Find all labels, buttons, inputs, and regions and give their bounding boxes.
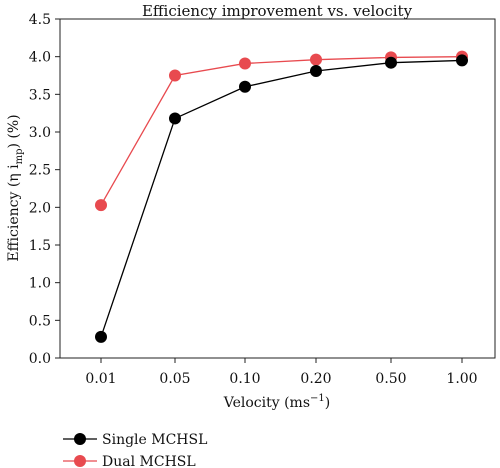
- y-tick-label: 4.5: [29, 12, 51, 28]
- data-point: [385, 56, 397, 69]
- x-tick-label: 0.50: [375, 371, 406, 387]
- y-tick-label: 1.0: [29, 276, 51, 292]
- y-tick-label: 0.5: [29, 313, 51, 329]
- y-axis-label-main: Efficiency (η i: [6, 164, 22, 262]
- plot-area: [59, 18, 496, 359]
- legend: Single MCHSL Dual MCHSL: [63, 432, 207, 468]
- series-line: [100, 56, 463, 206]
- x-tick-label: 0.01: [85, 371, 116, 387]
- chart-title: Efficiency improvement vs. velocity: [142, 2, 413, 20]
- y-axis: 0.0 0.5 1.0 1.5 2.0 2.5 3.0 3.5 4.0 4.5: [29, 12, 60, 367]
- series-layer: [95, 50, 468, 343]
- y-tick-label: 3.0: [29, 125, 51, 141]
- data-point: [169, 69, 181, 82]
- data-point: [456, 54, 468, 67]
- legend-label: Dual MCHSL: [102, 454, 196, 468]
- legend-marker: [74, 433, 86, 445]
- y-tick-label: 1.5: [29, 238, 51, 254]
- x-axis-label-main: Velocity (ms: [223, 395, 310, 411]
- data-point: [239, 80, 251, 93]
- y-tick-label: 3.5: [29, 87, 51, 103]
- y-tick-label: 4.0: [29, 50, 51, 66]
- legend-label: Single MCHSL: [102, 432, 207, 448]
- x-tick-label: 1.00: [446, 371, 477, 387]
- y-axis-label-sub: mp: [14, 149, 25, 165]
- x-tick-label: 0.10: [229, 371, 260, 387]
- x-tick-label: 0.20: [300, 371, 331, 387]
- plot-frame-border: [59, 18, 496, 359]
- y-tick-label: 2.5: [29, 163, 51, 179]
- x-tick-label: 0.05: [159, 371, 190, 387]
- data-point: [239, 57, 251, 70]
- y-axis-label-end: ) (%): [6, 114, 22, 148]
- series-line: [100, 59, 463, 338]
- y-axis-label: Efficiency (η imp) (%): [6, 114, 25, 261]
- x-axis-label-end: ): [325, 395, 330, 411]
- data-point: [310, 53, 322, 66]
- x-axis-label-sup: −1: [310, 393, 325, 404]
- y-tick-label: 2.0: [29, 200, 51, 216]
- x-axis: 0.01 0.05 0.10 0.20 0.50 1.00: [85, 358, 478, 387]
- data-point: [310, 64, 322, 77]
- data-point: [95, 330, 107, 343]
- legend-marker: [74, 455, 86, 467]
- data-point: [169, 112, 181, 125]
- y-tick-label: 0.0: [29, 351, 51, 367]
- x-axis-label: Velocity (ms−1): [223, 393, 330, 411]
- data-point: [95, 199, 107, 212]
